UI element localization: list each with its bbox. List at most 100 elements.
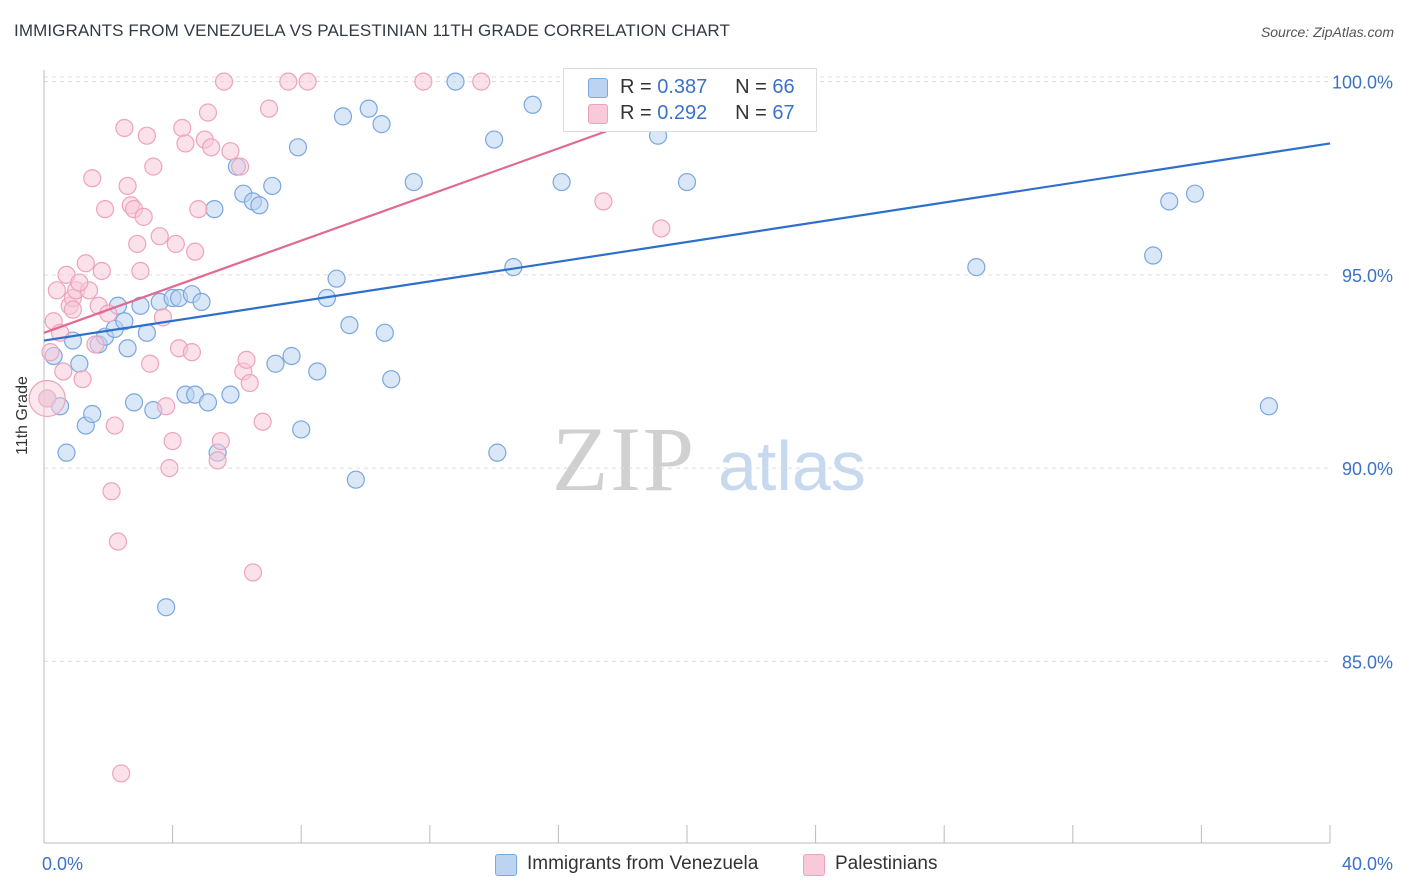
legend-r-label: R = bbox=[620, 102, 652, 124]
palestinian-point bbox=[92, 261, 111, 281]
palestinian-point bbox=[137, 126, 156, 145]
venezuela-point bbox=[1185, 184, 1205, 203]
palestinian-point bbox=[102, 482, 121, 501]
palestinian-point bbox=[182, 343, 201, 362]
palestinian-point bbox=[118, 176, 137, 196]
palestinian-point bbox=[144, 157, 163, 176]
venezuela-point bbox=[263, 176, 282, 196]
palestinian-point bbox=[150, 227, 169, 246]
y-axis-title: 11th Grade bbox=[14, 376, 31, 455]
venezuela-point bbox=[137, 323, 156, 342]
palestinian-point bbox=[76, 254, 95, 273]
bottom-legend-label-palestinians: Palestinians bbox=[835, 853, 938, 874]
venezuela-point bbox=[523, 95, 542, 114]
palestinian-point bbox=[38, 389, 57, 408]
venezuela-point bbox=[118, 339, 137, 358]
chart-title: IMMIGRANTS FROM VENEZUELA VS PALESTINIAN… bbox=[14, 21, 730, 40]
palestinian-point bbox=[279, 72, 298, 91]
palestinian-point bbox=[131, 261, 150, 281]
palestinian-point bbox=[134, 207, 153, 226]
legend-r-value: 0.292 bbox=[657, 102, 708, 124]
venezuela-point bbox=[198, 393, 218, 412]
palestinian-point bbox=[83, 169, 102, 188]
y-tick-label: 85.0% bbox=[1342, 652, 1393, 672]
palestinian-point bbox=[157, 397, 176, 416]
venezuela-point bbox=[382, 370, 401, 389]
palestinian-point bbox=[95, 200, 115, 219]
y-tick-label: 90.0% bbox=[1342, 459, 1393, 479]
x-tick-label: 40.0% bbox=[1342, 854, 1393, 874]
palestinian-point bbox=[128, 234, 147, 254]
correlation-legend: R = 0.387 N = 66 R = 0.292 N = 67 bbox=[563, 68, 817, 132]
palestinian-point bbox=[105, 416, 124, 435]
palestinian-point bbox=[163, 431, 182, 451]
venezuela-point bbox=[488, 443, 507, 462]
palestinian-point bbox=[115, 118, 134, 138]
watermark-zip: ZIP bbox=[552, 408, 696, 510]
palestinian-point bbox=[594, 192, 613, 211]
venezuela-point bbox=[446, 72, 465, 91]
palestinian-point bbox=[414, 72, 433, 91]
palestinian-point bbox=[86, 335, 105, 354]
venezuela-point bbox=[192, 292, 211, 311]
palestinian-point bbox=[54, 362, 73, 381]
venezuela-point bbox=[1144, 246, 1163, 265]
venezuela-point bbox=[359, 99, 378, 118]
palestinian-point bbox=[472, 72, 491, 91]
palestinian-point bbox=[41, 343, 60, 362]
palestinian-point bbox=[70, 273, 89, 292]
y-tick-label: 100.0% bbox=[1332, 73, 1393, 93]
palestinian-point bbox=[231, 157, 250, 176]
venezuela-point bbox=[266, 354, 285, 373]
legend-n-value: 67 bbox=[772, 102, 795, 124]
bottom-legend-swatch-palestinians bbox=[803, 854, 825, 876]
bottom-legend-swatch-venezuela bbox=[495, 854, 517, 876]
legend-r-value: 0.387 bbox=[657, 76, 708, 98]
venezuela-point bbox=[157, 598, 176, 617]
palestinian-point bbox=[166, 234, 185, 254]
venezuela-point bbox=[346, 470, 365, 489]
palestinian-point bbox=[173, 118, 192, 138]
venezuela-point bbox=[485, 130, 504, 149]
x-tick-label: 0.0% bbox=[42, 854, 83, 874]
venezuela-trend-line bbox=[43, 142, 1331, 342]
venezuela-point bbox=[205, 200, 224, 219]
palestinian-point bbox=[186, 242, 205, 261]
palestinian-point bbox=[108, 532, 128, 551]
chart-source: Source: ZipAtlas.com bbox=[1260, 24, 1394, 40]
bottom-legend-label-venezuela: Immigrants from Venezuela bbox=[527, 853, 759, 874]
venezuela-point bbox=[327, 269, 346, 288]
palestinian-point bbox=[63, 300, 83, 319]
venezuela-point bbox=[115, 312, 134, 331]
venezuela-point bbox=[340, 315, 359, 335]
venezuela-point bbox=[1259, 397, 1279, 416]
venezuela-point bbox=[372, 115, 391, 134]
venezuela-point bbox=[83, 404, 102, 424]
palestinian-point bbox=[160, 458, 179, 478]
venezuela-point bbox=[70, 354, 89, 373]
legend-n-value: 66 bbox=[772, 76, 795, 98]
venezuela-point bbox=[677, 172, 697, 192]
venezuela-point bbox=[292, 420, 311, 439]
legend-swatch-venezuela bbox=[588, 78, 608, 98]
venezuela-point bbox=[375, 323, 394, 342]
palestinian-point bbox=[253, 412, 272, 431]
palestinian-point bbox=[112, 764, 131, 783]
palestinian-point bbox=[259, 99, 279, 118]
venezuela-point bbox=[57, 443, 76, 462]
palestinian-point bbox=[202, 138, 221, 157]
palestinian-point bbox=[189, 200, 208, 219]
legend-n-label: N = bbox=[735, 76, 767, 98]
venezuela-point bbox=[288, 138, 308, 157]
palestinian-point bbox=[243, 563, 263, 582]
venezuela-point bbox=[404, 172, 423, 192]
legend-r-label: R = bbox=[620, 76, 652, 98]
palestinian-point bbox=[28, 379, 66, 418]
venezuela-point bbox=[1160, 192, 1179, 211]
palestinian-point bbox=[47, 281, 66, 300]
palestinian-point bbox=[140, 354, 160, 373]
venezuela-point bbox=[250, 196, 269, 215]
palestinian-point bbox=[298, 72, 317, 91]
venezuela-point bbox=[967, 258, 986, 277]
palestinian-point bbox=[73, 370, 92, 389]
